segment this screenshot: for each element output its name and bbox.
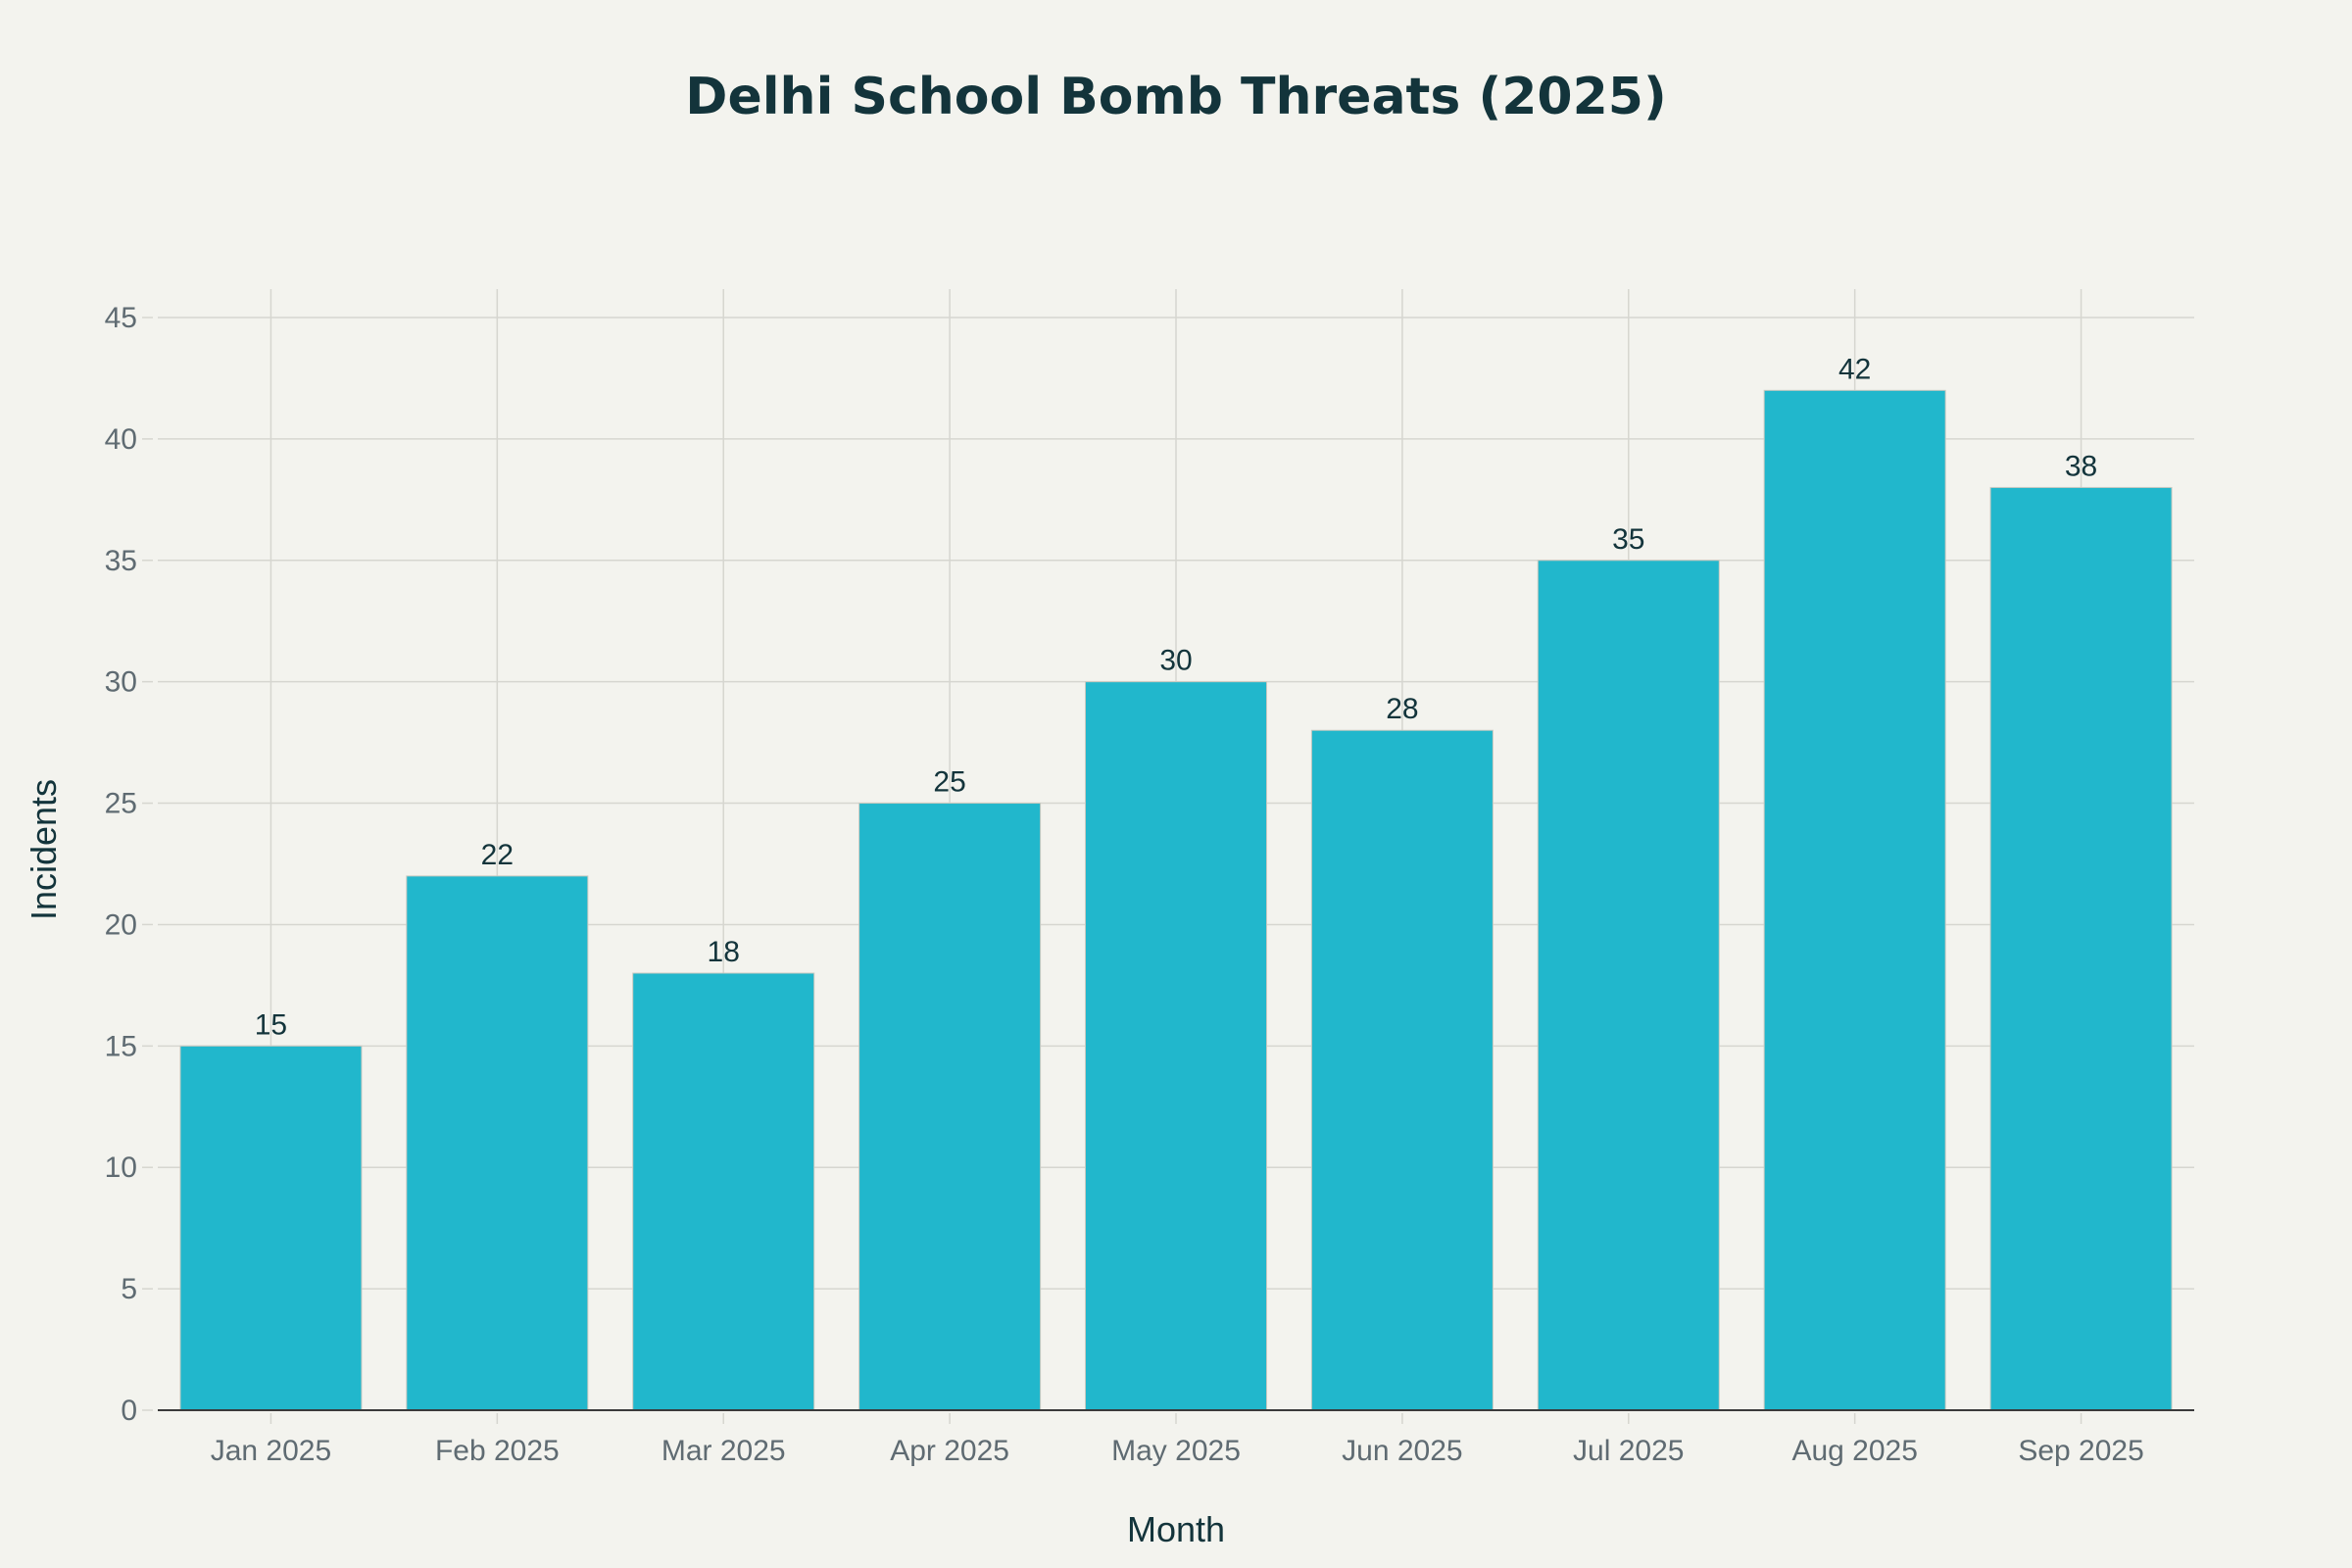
y-tick-label: 35 — [105, 545, 137, 577]
data-label: 42 — [1838, 353, 1871, 385]
bar-sep-2025 — [1989, 486, 2173, 1411]
data-labels: 15 22 18 25 30 28 35 42 38 — [255, 353, 2097, 1041]
x-tick-label: Jun 2025 — [1342, 1435, 1462, 1467]
x-tick-label: Jan 2025 — [211, 1435, 331, 1467]
x-tick-label: Jul 2025 — [1573, 1435, 1684, 1467]
x-tick-label: Apr 2025 — [890, 1435, 1009, 1467]
y-tick-label: 10 — [105, 1152, 137, 1184]
data-label: 30 — [1159, 645, 1192, 677]
y-tick-label: 5 — [121, 1273, 137, 1305]
bar-may-2025 — [1085, 681, 1267, 1411]
data-label: 35 — [1612, 523, 1644, 556]
data-label: 22 — [481, 839, 514, 871]
data-label: 18 — [708, 936, 740, 968]
bar-aug-2025 — [1763, 389, 1946, 1411]
x-tick-label: Feb 2025 — [435, 1435, 560, 1467]
y-tick-label: 25 — [105, 788, 137, 820]
bar-feb-2025 — [406, 875, 589, 1411]
x-tick-label: Aug 2025 — [1791, 1435, 1917, 1467]
bar-mar-2025 — [632, 972, 815, 1411]
bar-jan-2025 — [179, 1045, 363, 1411]
y-tick-label: 30 — [105, 666, 137, 699]
y-axis-title: Incidents — [24, 779, 64, 920]
y-axis-ticks: 0 5 10 15 20 25 30 35 40 45 — [105, 302, 153, 1427]
data-label: 15 — [255, 1008, 287, 1041]
x-tick-label: Sep 2025 — [2018, 1435, 2143, 1467]
bar-jun-2025 — [1310, 729, 1494, 1411]
y-tick-label: 0 — [121, 1395, 137, 1427]
x-tick-label: Mar 2025 — [662, 1435, 786, 1467]
bar-apr-2025 — [858, 803, 1042, 1411]
x-tick-label: May 2025 — [1111, 1435, 1241, 1467]
data-label: 38 — [2065, 450, 2097, 482]
data-label: 25 — [933, 766, 965, 799]
y-tick-label: 15 — [105, 1030, 137, 1062]
chart-title: Delhi School Bomb Threats (2025) — [685, 68, 1666, 126]
y-tick-label: 40 — [105, 423, 137, 456]
bars — [179, 389, 2173, 1411]
data-label: 28 — [1386, 693, 1418, 725]
bar-jul-2025 — [1537, 560, 1720, 1411]
x-axis-ticks: Jan 2025 Feb 2025 Mar 2025 Apr 2025 May 2025… — [211, 1413, 2144, 1467]
y-tick-label: 20 — [105, 908, 137, 941]
x-axis-title: Month — [1127, 1509, 1225, 1549]
y-tick-label: 45 — [105, 302, 137, 334]
